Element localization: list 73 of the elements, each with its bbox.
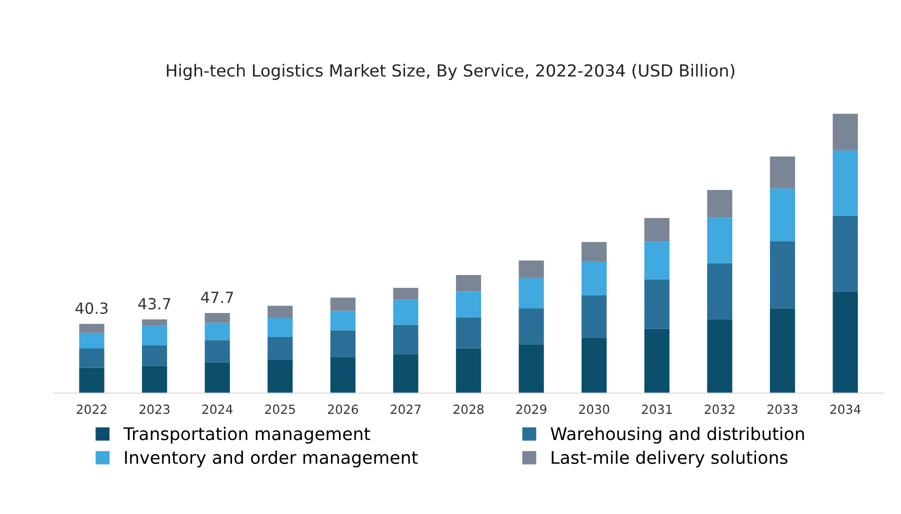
x-tick-label: 2030 [579,404,610,414]
x-tick-label: 2022 [76,404,106,414]
bar [456,275,482,292]
bar [832,292,858,394]
x-tick-label: 2031 [642,404,672,414]
bar [707,264,732,320]
bar [832,150,858,216]
x-tick-label: 2025 [265,404,295,414]
bar [707,319,732,394]
bar [142,319,168,326]
x-tick-label: 2034 [830,404,861,414]
bar [79,324,104,333]
bar [518,260,544,278]
bar [204,322,230,340]
x-tick-label: 2024 [202,404,233,414]
bar [644,328,670,394]
bar [832,114,858,150]
bar [770,241,796,308]
bar [142,366,168,394]
bar [79,348,104,368]
bar [268,337,293,360]
bar [456,291,482,318]
bar [79,332,104,348]
legend-label: Inventory and order management [125,450,418,468]
bar [582,338,607,394]
bar [330,357,356,394]
x-tick-label: 2033 [768,404,798,414]
bar [142,326,168,346]
bar [770,308,796,394]
bar [393,300,418,325]
bar [268,306,293,318]
bar [456,317,482,348]
annotation: 43.7 [138,298,170,310]
bar [393,324,418,354]
bar [582,262,607,296]
x-tick-label: 2028 [454,404,484,414]
bar [268,360,293,394]
bar [330,330,356,358]
bar [79,368,104,394]
bar [330,298,356,311]
bar [204,362,230,394]
bar [582,295,607,338]
annotation: 47.7 [201,292,234,303]
bar [582,242,607,262]
bar [770,156,796,188]
chart-title: High-tech Logistics Market Size, By Service, 2022-2034 (USD Billion) [166,64,734,80]
bar [330,310,356,330]
bar [393,288,418,300]
bar [707,218,732,264]
bar [204,313,230,323]
bar [268,318,293,338]
bar [393,354,418,394]
bar [204,340,230,362]
x-tick-label: 2032 [704,404,734,414]
legend-label: Transportation management [123,426,370,444]
bar [518,308,544,344]
annotation: 40.3 [75,302,108,314]
bar [644,279,670,329]
legend-label: Warehousing and distribution [550,426,804,444]
bar [832,216,858,292]
bar [518,344,544,394]
bar [707,190,732,218]
legend-label: Last-mile delivery solutions [552,450,788,468]
bar [456,348,482,394]
bar [644,218,670,242]
bar [142,345,168,366]
x-tick-label: 2023 [140,404,170,414]
bar [644,242,670,280]
x-tick-label: 2027 [390,404,421,414]
x-tick-label: 2029 [516,404,546,414]
bar [770,188,796,242]
x-tick-label: 2026 [328,404,358,414]
bar [518,278,544,309]
